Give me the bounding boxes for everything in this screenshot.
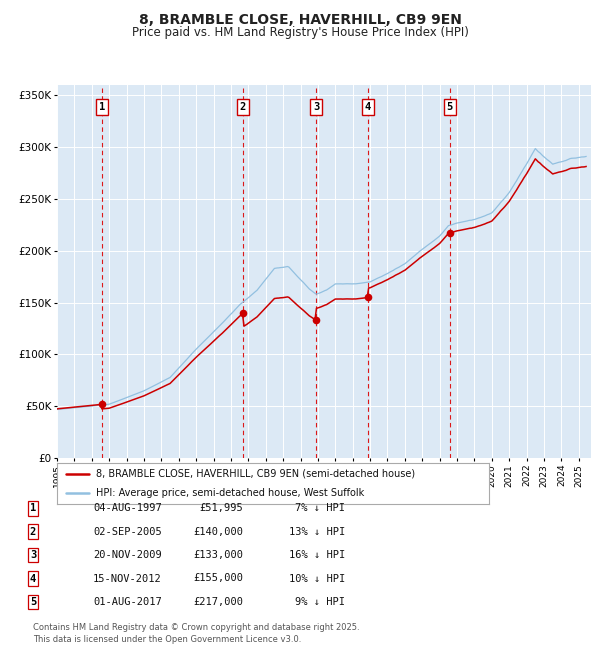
Text: 1: 1 bbox=[30, 503, 36, 514]
Text: 2: 2 bbox=[239, 102, 246, 112]
Text: 16% ↓ HPI: 16% ↓ HPI bbox=[289, 550, 345, 560]
Text: 2: 2 bbox=[30, 526, 36, 537]
Text: 3: 3 bbox=[313, 102, 319, 112]
Text: 8, BRAMBLE CLOSE, HAVERHILL, CB9 9EN: 8, BRAMBLE CLOSE, HAVERHILL, CB9 9EN bbox=[139, 13, 461, 27]
Text: 20-NOV-2009: 20-NOV-2009 bbox=[93, 550, 162, 560]
Text: 1: 1 bbox=[99, 102, 105, 112]
Text: 7% ↓ HPI: 7% ↓ HPI bbox=[295, 503, 345, 514]
Text: 02-SEP-2005: 02-SEP-2005 bbox=[93, 526, 162, 537]
Text: 8, BRAMBLE CLOSE, HAVERHILL, CB9 9EN (semi-detached house): 8, BRAMBLE CLOSE, HAVERHILL, CB9 9EN (se… bbox=[96, 469, 415, 479]
Text: 3: 3 bbox=[30, 550, 36, 560]
Text: 4: 4 bbox=[365, 102, 371, 112]
Text: £155,000: £155,000 bbox=[193, 573, 243, 584]
Text: 13% ↓ HPI: 13% ↓ HPI bbox=[289, 526, 345, 537]
Text: 5: 5 bbox=[30, 597, 36, 607]
Text: Contains HM Land Registry data © Crown copyright and database right 2025.
This d: Contains HM Land Registry data © Crown c… bbox=[33, 623, 359, 644]
Text: £51,995: £51,995 bbox=[199, 503, 243, 514]
Text: 15-NOV-2012: 15-NOV-2012 bbox=[93, 573, 162, 584]
Text: 10% ↓ HPI: 10% ↓ HPI bbox=[289, 573, 345, 584]
Text: 01-AUG-2017: 01-AUG-2017 bbox=[93, 597, 162, 607]
Text: 5: 5 bbox=[446, 102, 453, 112]
Text: £133,000: £133,000 bbox=[193, 550, 243, 560]
Text: 9% ↓ HPI: 9% ↓ HPI bbox=[295, 597, 345, 607]
Text: £140,000: £140,000 bbox=[193, 526, 243, 537]
Text: HPI: Average price, semi-detached house, West Suffolk: HPI: Average price, semi-detached house,… bbox=[96, 488, 364, 498]
Text: 04-AUG-1997: 04-AUG-1997 bbox=[93, 503, 162, 514]
Text: Price paid vs. HM Land Registry's House Price Index (HPI): Price paid vs. HM Land Registry's House … bbox=[131, 26, 469, 39]
Text: 4: 4 bbox=[30, 573, 36, 584]
Text: £217,000: £217,000 bbox=[193, 597, 243, 607]
